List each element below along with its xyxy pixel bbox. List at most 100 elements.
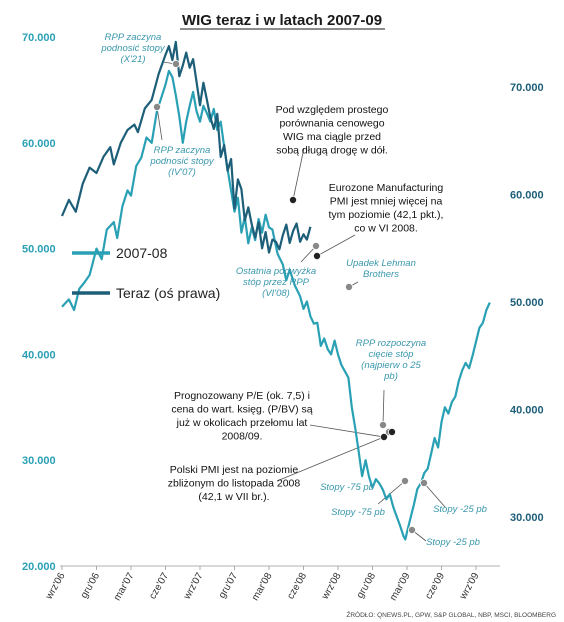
annotation-line: tym poziomie (42,1 pkt.),	[329, 209, 444, 221]
right-tick-label: 40.000	[510, 405, 544, 417]
annotation-line: Upadek Lehman	[346, 258, 416, 269]
x-tick-label: wrz'06	[43, 571, 68, 603]
annotation-line: Stopy -25 pb	[433, 504, 487, 515]
event-markers	[152, 60, 428, 535]
event-marker	[288, 195, 297, 204]
annotation-line: podnosić stopy	[100, 43, 166, 54]
right-axis: 70.000 60.000 50.000 40.000 30.000	[510, 82, 544, 524]
event-marker	[344, 282, 353, 291]
series-2007-08-line	[61, 69, 491, 541]
x-tick-label: cze'09	[423, 571, 447, 602]
annotation-rpp-ciecie: RPP rozpoczyna cięcie stóp (najpierw o 25 p…	[356, 338, 426, 382]
event-marker	[407, 526, 416, 535]
x-tick-label: gru'07	[217, 571, 240, 601]
annotation-line: zbliżonym do listopada 2008	[168, 478, 301, 490]
leader-line	[292, 147, 305, 201]
annotation-line: Stopy -75 pb	[320, 482, 374, 493]
x-tick-label: gru'06	[79, 571, 102, 601]
annotation-line: Brothers	[363, 269, 399, 280]
annotation-line: Polski PMI jest na poziomie	[170, 464, 299, 476]
annotations: RPP zaczyna podnosić stopy (X'21)RPP zaczy…	[100, 32, 487, 548]
leader-line	[156, 106, 163, 141]
annotation-line: pb)	[383, 371, 398, 382]
annotation-line: Eurozone Manufacturing	[329, 182, 444, 194]
annotation-stopy-25b: Stopy -25 pb	[426, 537, 480, 548]
annotation-ostatnia: Ostatnia podwyżka stóp przez RPP (VI'08)	[236, 266, 316, 299]
annotation-line: podnosić stopy	[149, 156, 215, 167]
series-teraz-line	[60, 40, 312, 254]
chart-title: WIG teraz i w latach 2007-09	[182, 12, 382, 29]
annotation-lehman: Upadek Lehman Brothers	[346, 258, 416, 280]
event-marker	[419, 478, 428, 487]
annotation-line: (42,1 w VII br.).	[198, 491, 269, 503]
annotation-line: (VI'08)	[262, 288, 290, 299]
annotation-line: Stopy -75 pb	[331, 507, 385, 518]
left-axis: 70.000 60.000 50.000 40.000 30.000 20.000	[22, 32, 56, 573]
event-marker	[379, 432, 388, 441]
annotation-line: stóp przez RPP	[243, 277, 310, 288]
annotation-line: Ostatnia podwyżka	[236, 266, 316, 277]
leader-line	[316, 234, 356, 257]
legend-label: 2007-08	[116, 245, 168, 261]
event-marker	[378, 420, 387, 429]
left-tick-label: 40.000	[22, 349, 56, 361]
annotation-stopy-75b: Stopy -75 pb	[331, 507, 385, 518]
annotation-pe-pbv: Prognozowany P/E (ok. 7,5) i cena do wart…	[171, 390, 312, 443]
annotation-line: (X'21)	[120, 54, 145, 65]
annotation-line: (IV'07)	[168, 167, 196, 178]
x-tick-label: mar'08	[250, 571, 275, 603]
annotation-line: co w VI 2008.	[354, 223, 418, 235]
annotation-line: Stopy -25 pb	[426, 537, 480, 548]
x-axis: wrz'06 gru'06 mar'07 cze'07 wrz'07 gru'07 mar'…	[43, 566, 482, 603]
annotation-line: RPP zaczyna	[105, 32, 162, 43]
event-marker	[312, 251, 321, 260]
x-tick-label: cze'08	[285, 571, 309, 602]
event-marker	[152, 103, 161, 112]
left-tick-label: 20.000	[22, 561, 56, 573]
right-tick-label: 70.000	[510, 82, 544, 94]
left-tick-label: 50.000	[22, 244, 56, 256]
x-tick-label: gru'08	[355, 571, 378, 601]
annotation-rpp-iv07: RPP zaczyna podnosić stopy (IV'07)	[149, 145, 215, 178]
annotation-line: (najpierw o 25	[361, 360, 421, 371]
annotation-line: sobą długą drogę w dół.	[276, 145, 388, 157]
annotation-line: RPP rozpoczyna	[356, 338, 426, 349]
annotation-rpp-x21: RPP zaczyna podnosić stopy (X'21)	[100, 32, 166, 65]
right-tick-label: 30.000	[510, 512, 544, 524]
annotation-line: PMI jest mniej więcej na	[330, 196, 443, 208]
right-tick-label: 50.000	[510, 297, 544, 309]
leader-line	[309, 424, 385, 438]
x-tick-label: wrz'09	[457, 571, 482, 603]
x-tick-label: wrz'08	[319, 571, 344, 603]
annotation-leaders	[156, 61, 446, 542]
x-tick-label: cze'07	[147, 571, 171, 602]
event-marker	[171, 60, 180, 69]
annotation-line: cena do wart. księg. (P/BV) są	[171, 404, 312, 416]
leader-line	[423, 482, 446, 508]
annotation-stopy-75a: Stopy -75 pb	[320, 482, 374, 493]
series-layer	[60, 40, 491, 541]
left-tick-label: 60.000	[22, 138, 56, 150]
event-marker	[387, 427, 396, 436]
right-tick-label: 60.000	[510, 190, 544, 202]
annotation-line: RPP zaczyna	[154, 145, 211, 156]
annotation-line: Pod względem prostego	[276, 104, 389, 116]
leader-line	[276, 436, 385, 482]
legend: 2007-08 Teraz (oś prawa)	[72, 245, 220, 301]
annotation-line: 2008/09.	[222, 431, 263, 443]
x-tick-label: mar'07	[112, 571, 137, 603]
x-tick-label: mar'09	[388, 571, 413, 603]
source-note: ŹRÓDŁO: QNEWS.PL, GPW, S&P GLOBAL, NBP, …	[346, 610, 556, 619]
annotation-pmi-pl: Polski PMI jest na poziomie zbliżonym do …	[168, 464, 301, 503]
x-tick-label: wrz'07	[181, 571, 206, 603]
annotation-line: WIG ma ciągle przed	[283, 131, 381, 143]
leader-line	[382, 389, 385, 426]
left-tick-label: 70.000	[22, 32, 56, 44]
leader-line	[377, 480, 406, 505]
annotation-line: porównania cenowego	[279, 118, 384, 130]
annotation-line: Prognozowany P/E (ok. 7,5) i	[174, 390, 310, 402]
annotation-pmi-euro: Eurozone Manufacturing PMI jest mniej wię…	[329, 182, 444, 235]
annotation-line: już w okolicach przełomu lat	[176, 417, 308, 429]
event-marker	[311, 241, 320, 250]
